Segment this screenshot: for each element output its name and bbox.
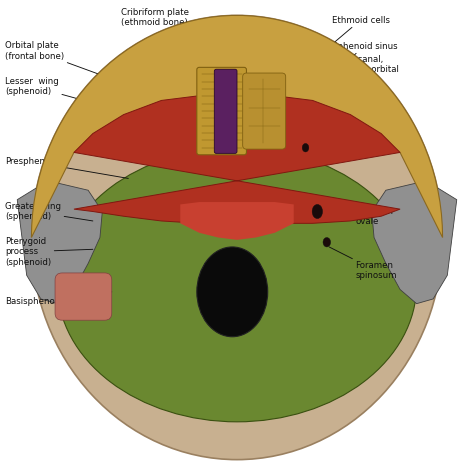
Text: Lesser  wing
(sphenoid): Lesser wing (sphenoid)	[5, 76, 136, 114]
Ellipse shape	[302, 143, 309, 152]
Ellipse shape	[57, 148, 417, 422]
Text: Sphenoid sinus: Sphenoid sinus	[303, 42, 397, 100]
Text: Basisphenoid: Basisphenoid	[5, 292, 112, 306]
Text: Greater wing
(sphenoid): Greater wing (sphenoid)	[5, 202, 93, 221]
FancyBboxPatch shape	[197, 67, 246, 155]
Polygon shape	[180, 202, 294, 240]
Ellipse shape	[31, 15, 443, 460]
Ellipse shape	[323, 238, 330, 247]
Text: Pterygoid
process
(sphenoid): Pterygoid process (sphenoid)	[5, 237, 93, 266]
FancyBboxPatch shape	[214, 69, 237, 153]
Ellipse shape	[312, 204, 322, 218]
Text: Orbital plate
(frontal bone): Orbital plate (frontal bone)	[5, 41, 145, 91]
Text: Foramen
rotundum: Foramen rotundum	[313, 98, 374, 145]
Polygon shape	[74, 75, 400, 152]
Text: Foramen
ovale: Foramen ovale	[327, 207, 393, 226]
FancyBboxPatch shape	[55, 273, 112, 320]
Text: Foramen
spinosum: Foramen spinosum	[329, 247, 397, 280]
FancyBboxPatch shape	[243, 73, 286, 149]
Text: Ethmoid cells: Ethmoid cells	[294, 16, 390, 77]
Polygon shape	[17, 181, 102, 304]
Text: Presphenoid: Presphenoid	[5, 157, 128, 179]
Text: Cribriform plate
(ethmoid bone): Cribriform plate (ethmoid bone)	[121, 8, 204, 63]
Polygon shape	[372, 181, 457, 304]
Ellipse shape	[197, 247, 268, 337]
Polygon shape	[74, 94, 400, 223]
Text: Optic canal,
Superior orbital
fissure: Optic canal, Superior orbital fissure	[306, 55, 399, 117]
Polygon shape	[31, 16, 443, 238]
